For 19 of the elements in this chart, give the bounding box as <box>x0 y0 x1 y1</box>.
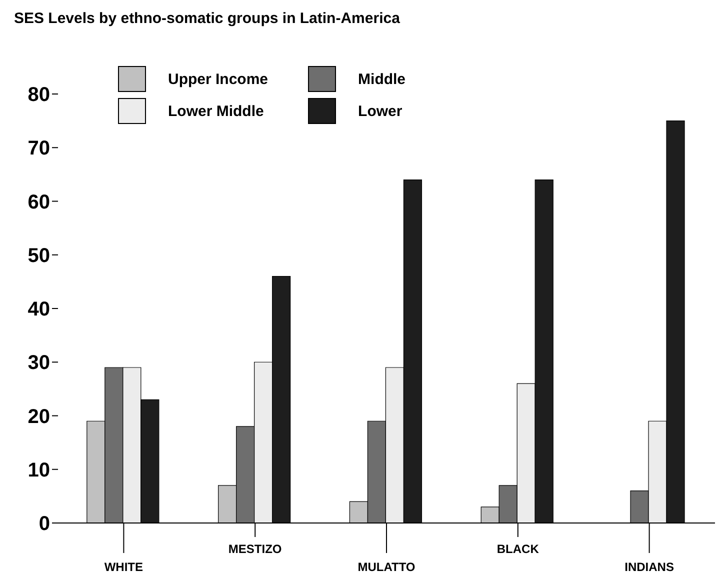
legend-label: Lower Middle <box>168 102 264 120</box>
x-tick-label: MESTIZO <box>228 542 282 556</box>
y-tick-label: 20 <box>28 406 50 428</box>
y-tick-label: 0 <box>38 513 50 536</box>
y-tick-label: 70 <box>28 138 50 160</box>
y-tick-label: 50 <box>28 244 50 267</box>
x-tick-label: MULATTO <box>358 560 416 574</box>
x-tick-label: BLACK <box>496 542 540 556</box>
y-tick-label: 80 <box>28 84 50 106</box>
x-tick-label: INDIANS <box>624 560 674 574</box>
y-tick-label: 30 <box>28 352 50 374</box>
chart-title: SES Levels by ethno-somatic groups in Latin-America <box>14 10 400 27</box>
x-tick-label: WHITE <box>104 560 144 574</box>
y-tick-label: 60 <box>28 191 50 214</box>
legend-label: Middle <box>358 70 406 88</box>
y-tick-label: 40 <box>28 298 50 321</box>
legend-label: Upper Income <box>168 70 268 88</box>
legend-label: Lower <box>358 102 402 120</box>
y-tick-label: 10 <box>28 459 50 482</box>
